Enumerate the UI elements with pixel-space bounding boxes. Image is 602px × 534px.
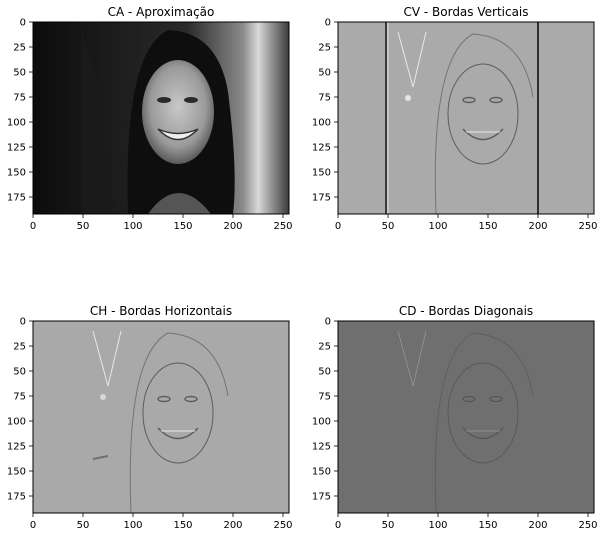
y-tick-label: 0 bbox=[325, 317, 331, 328]
x-tick-label: 200 bbox=[528, 520, 547, 531]
y-tick-label: 150 bbox=[7, 168, 26, 179]
subplot-cd: CD - Bordas Diagonais 0 50 100 150 200 250 0 25 5… bbox=[312, 304, 598, 531]
subplot-title: CD - Bordas Diagonais bbox=[399, 304, 533, 318]
x-tick-label: 150 bbox=[173, 520, 192, 531]
wavelet-image-cv bbox=[338, 22, 594, 214]
y-tick-label: 50 bbox=[318, 68, 331, 79]
image-fill bbox=[338, 22, 594, 214]
collar-dot bbox=[100, 394, 106, 400]
x-tick-label: 100 bbox=[123, 221, 142, 232]
x-tick-label: 0 bbox=[335, 520, 341, 531]
y-tick-label: 100 bbox=[312, 118, 331, 129]
y-tick-label: 50 bbox=[13, 68, 26, 79]
face-shape bbox=[142, 60, 214, 164]
subplot-title: CA - Aproximação bbox=[108, 5, 215, 19]
x-tick-label: 250 bbox=[578, 221, 597, 232]
y-tick-label: 75 bbox=[13, 93, 26, 104]
x-tick-label: 150 bbox=[478, 221, 497, 232]
x-tick-label: 50 bbox=[77, 520, 90, 531]
left-eye bbox=[157, 97, 171, 103]
subplot-ca: CA - Aproximação 0 50 100 150 200 250 0 25 50 75 10… bbox=[7, 5, 293, 232]
y-tick-label: 0 bbox=[325, 18, 331, 29]
y-tick-label: 25 bbox=[318, 43, 331, 54]
x-tick-label: 100 bbox=[123, 520, 142, 531]
y-tick-label: 150 bbox=[7, 467, 26, 478]
wavelet-image-ch bbox=[33, 321, 289, 513]
subplot-title: CV - Bordas Verticais bbox=[403, 5, 528, 19]
y-tick-label: 25 bbox=[13, 43, 26, 54]
right-eye bbox=[184, 97, 198, 103]
y-tick-label: 125 bbox=[312, 143, 331, 154]
y-tick-label: 150 bbox=[312, 168, 331, 179]
x-tick-label: 0 bbox=[30, 221, 36, 232]
y-tick-label: 100 bbox=[7, 118, 26, 129]
y-tick-label: 100 bbox=[7, 417, 26, 428]
y-tick-label: 25 bbox=[13, 342, 26, 353]
x-tick-label: 200 bbox=[223, 520, 242, 531]
y-tick-label: 100 bbox=[312, 417, 331, 428]
image-fill bbox=[338, 321, 594, 513]
y-tick-label: 150 bbox=[312, 467, 331, 478]
y-tick-label: 50 bbox=[13, 367, 26, 378]
x-tick-label: 200 bbox=[528, 221, 547, 232]
x-tick-label: 250 bbox=[273, 221, 292, 232]
x-tick-label: 0 bbox=[335, 221, 341, 232]
subplot-cv: CV - Bordas Verticais 0 50 100 150 200 250 0 25 5… bbox=[312, 5, 598, 232]
x-tick-label: 50 bbox=[77, 221, 90, 232]
collar-dot bbox=[405, 95, 411, 101]
x-tick-label: 200 bbox=[223, 221, 242, 232]
y-tick-label: 75 bbox=[318, 93, 331, 104]
x-tick-label: 0 bbox=[30, 520, 36, 531]
y-tick-label: 75 bbox=[318, 392, 331, 403]
y-tick-label: 75 bbox=[13, 392, 26, 403]
wavelet-image-cd bbox=[338, 321, 594, 513]
wavelet-image-ca bbox=[33, 22, 289, 214]
x-tick-label: 100 bbox=[428, 221, 447, 232]
y-tick-label: 0 bbox=[20, 317, 26, 328]
y-tick-label: 175 bbox=[312, 193, 331, 204]
y-tick-label: 0 bbox=[20, 18, 26, 29]
y-tick-label: 125 bbox=[312, 442, 331, 453]
y-tick-label: 175 bbox=[7, 492, 26, 503]
x-tick-label: 150 bbox=[478, 520, 497, 531]
y-tick-label: 175 bbox=[312, 492, 331, 503]
x-tick-label: 50 bbox=[382, 520, 395, 531]
y-tick-label: 25 bbox=[318, 342, 331, 353]
x-tick-label: 150 bbox=[173, 221, 192, 232]
x-tick-label: 50 bbox=[382, 221, 395, 232]
image-fill bbox=[33, 321, 289, 513]
x-tick-label: 250 bbox=[578, 520, 597, 531]
y-tick-label: 125 bbox=[7, 442, 26, 453]
y-tick-label: 175 bbox=[7, 193, 26, 204]
y-tick-label: 125 bbox=[7, 143, 26, 154]
subplot-title: CH - Bordas Horizontais bbox=[90, 304, 232, 318]
x-tick-label: 100 bbox=[428, 520, 447, 531]
x-tick-label: 250 bbox=[273, 520, 292, 531]
subplot-ch: CH - Bordas Horizontais 0 50 100 150 200 250 0 2… bbox=[7, 304, 293, 531]
y-tick-label: 50 bbox=[318, 367, 331, 378]
